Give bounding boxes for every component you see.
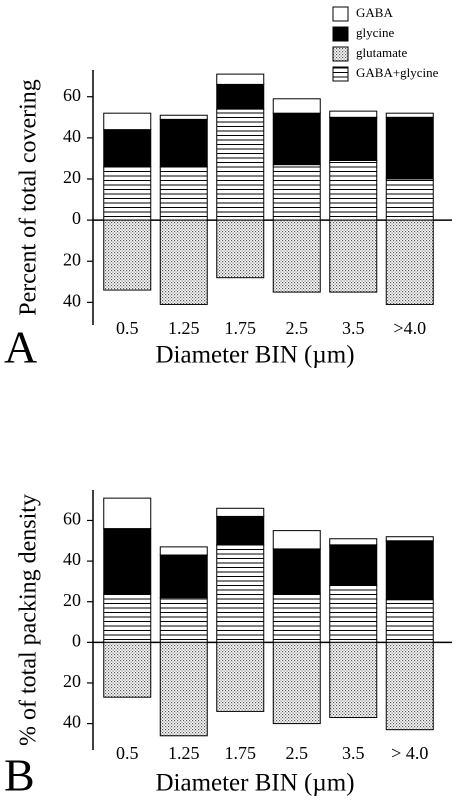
bar-segment (385, 178, 434, 221)
x-tick-label: 2.5 (286, 743, 309, 763)
y-tick-label: 60 (63, 85, 81, 105)
bar-segment (159, 219, 208, 305)
x-axis-label: Diameter BIN (µm) (155, 770, 354, 797)
bar-segment (216, 73, 265, 85)
bar-segment (103, 219, 152, 291)
y-tick-label: 20 (63, 671, 81, 691)
x-tick-label: 0.5 (116, 743, 139, 763)
y-tick-label: 0 (72, 630, 81, 650)
bar-segment (385, 599, 434, 643)
bar-segment (216, 219, 265, 279)
y-axis-label: Percent of total covering (16, 79, 42, 316)
bar-segment (103, 593, 152, 643)
legend-swatch (332, 46, 349, 62)
bar-segment (272, 641, 321, 725)
bar-segment (329, 584, 378, 643)
bar-segment (159, 118, 208, 168)
bar-segment (272, 98, 321, 114)
bar-segment (385, 116, 434, 180)
bar-segment (103, 528, 152, 595)
bar-segment (103, 497, 152, 530)
x-tick-label: 3.5 (342, 318, 365, 338)
bar-segment (159, 114, 208, 120)
bar-segment (159, 597, 208, 643)
x-tick-label: 1.75 (225, 318, 257, 338)
bar-segment (103, 641, 152, 698)
legend-swatch (332, 6, 349, 22)
bar-segment (272, 593, 321, 643)
bar-segment (272, 530, 321, 550)
bar-segment (272, 164, 321, 221)
x-tick-label: 1.25 (168, 743, 200, 763)
legend-label: glycine (356, 25, 394, 40)
x-tick-label: 3.5 (342, 743, 365, 763)
bar-segment (159, 641, 208, 737)
panel-letter: A (4, 322, 37, 373)
bar-segment (103, 166, 152, 221)
panel-letter: B (4, 750, 35, 801)
bar-segment (385, 219, 434, 305)
bar-segment (216, 108, 265, 221)
y-tick-label: 20 (63, 249, 81, 269)
bar-segment (385, 540, 434, 601)
bar-segment (385, 641, 434, 731)
bar-segment (329, 544, 378, 586)
bar-segment (329, 159, 378, 221)
x-tick-label: 1.75 (225, 743, 257, 763)
x-tick-label: 2.5 (286, 318, 309, 338)
bar-segment (329, 110, 378, 118)
x-tick-label: >4.0 (393, 318, 426, 338)
bar-segment (272, 219, 321, 293)
bar-segment (159, 554, 208, 599)
legend-label: glutamate (356, 45, 407, 60)
legend-label: GABA (356, 5, 393, 20)
y-axis-label: % of total packing density (16, 494, 42, 746)
x-axis-label: Diameter BIN (µm) (155, 342, 354, 369)
bar-segment (216, 544, 265, 643)
y-tick-label: 40 (63, 712, 81, 732)
bar-segment (216, 507, 265, 517)
x-tick-label: 1.25 (168, 318, 200, 338)
legend-label: GABA+glycine (356, 65, 439, 80)
y-tick-label: 0 (72, 208, 81, 228)
bar-segment (216, 83, 265, 110)
bar-segment (272, 112, 321, 166)
y-tick-label: 40 (63, 126, 81, 146)
bar-segment (385, 112, 434, 118)
y-tick-label: 20 (63, 590, 81, 610)
x-tick-label: 0.5 (116, 318, 139, 338)
bar-segment (103, 129, 152, 168)
bar-segment (329, 116, 378, 161)
legend-swatch (332, 26, 349, 42)
bar-segment (159, 166, 208, 221)
y-tick-label: 60 (63, 509, 81, 529)
bar-segment (272, 548, 321, 595)
y-tick-label: 20 (63, 167, 81, 187)
bar-segment (103, 112, 152, 131)
bar-segment (159, 546, 208, 556)
legend-swatch (332, 66, 349, 82)
bar-segment (329, 538, 378, 546)
x-tick-label: > 4.0 (391, 743, 428, 763)
y-tick-label: 40 (63, 549, 81, 569)
y-tick-label: 40 (63, 291, 81, 311)
bar-segment (329, 219, 378, 293)
bar-segment (216, 515, 265, 546)
bar-segment (216, 641, 265, 712)
bar-segment (329, 641, 378, 718)
bar-segment (385, 536, 434, 542)
